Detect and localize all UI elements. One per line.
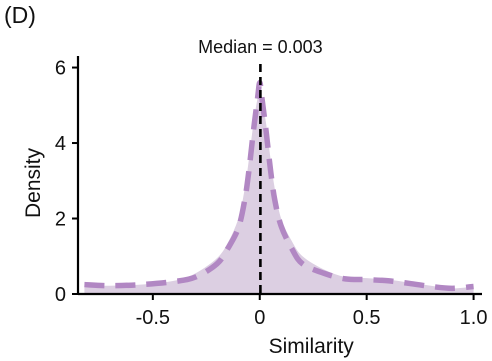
- x-axis-title: Similarity: [269, 335, 355, 358]
- x-tick-label: -0.5: [136, 307, 170, 329]
- y-tick-label: 6: [55, 58, 66, 80]
- y-tick-label: 0: [55, 284, 66, 306]
- x-tick-label: 1.0: [460, 307, 488, 329]
- panel-label: (D): [4, 2, 36, 28]
- y-tick-label: 4: [55, 133, 66, 155]
- density-area: [84, 90, 474, 294]
- x-tick-label: 0: [254, 307, 265, 329]
- axes: 0 2 4 6 -0.5 0 0.5 1.0: [55, 56, 488, 329]
- density-dashed-curve: [84, 79, 474, 292]
- y-axis-title: Density: [22, 147, 45, 218]
- median-annotation: Median = 0.003: [198, 37, 323, 57]
- plot-area: [84, 64, 474, 294]
- x-tick-label: 0.5: [353, 307, 381, 329]
- y-tick-label: 2: [55, 209, 66, 231]
